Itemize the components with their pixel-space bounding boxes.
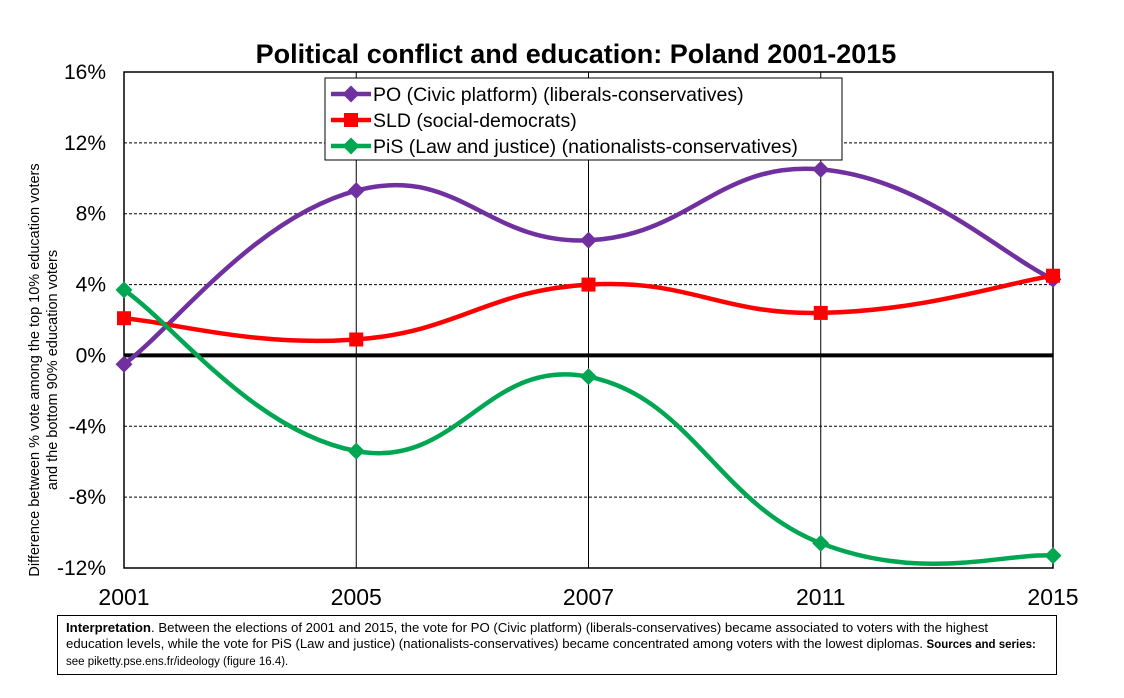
- x-tick-label: 2011: [796, 584, 845, 610]
- y-axis-label-line2: and the bottom 90% education voters: [45, 250, 61, 490]
- y-tick-label: -8%: [69, 486, 106, 509]
- y-axis-label-line1: Difference between % vote among the top …: [27, 163, 43, 576]
- y-tick-label: -12%: [57, 557, 106, 580]
- data-point-0: [347, 182, 365, 200]
- series: [115, 160, 1062, 566]
- chart-title: Political conflict and education: Poland…: [256, 39, 897, 69]
- sources-text: see piketty.pse.ens.fr/ideology (figure …: [66, 656, 289, 668]
- data-point-2: [580, 368, 597, 386]
- legend: PO (Civic platform) (liberals-conservati…: [324, 77, 843, 161]
- y-tick-label: 8%: [76, 203, 106, 226]
- legend-swatch-marker: [342, 137, 360, 155]
- x-tick-label: 2005: [331, 584, 382, 610]
- data-point-2: [1044, 547, 1062, 565]
- legend-label: PO (Civic platform) (liberals-conservati…: [373, 84, 744, 106]
- data-point-1: [813, 305, 828, 320]
- legend-swatch-marker: [344, 113, 358, 127]
- sources-label: Sources and series:: [926, 638, 1036, 651]
- data-point-0: [580, 231, 597, 249]
- axes: -12% -8% -4% 0% 4% 8% 12% 16% 2001 2005 2007 2011 20…: [57, 61, 1079, 610]
- data-point-0: [812, 160, 830, 178]
- data-point-1: [117, 311, 131, 326]
- data-point-1: [349, 332, 364, 347]
- interpretation-label: Interpretation: [66, 620, 151, 635]
- x-tick-label: 2015: [1027, 584, 1078, 610]
- y-tick-label: 12%: [64, 132, 106, 155]
- data-point-1: [1046, 268, 1060, 283]
- y-tick-label: 0%: [76, 344, 106, 367]
- legend-swatch-marker: [342, 85, 360, 103]
- legend-label: SLD (social-democrats): [373, 110, 577, 132]
- data-point-2: [812, 534, 830, 552]
- interpretation-box: Interpretation. Between the elections of…: [57, 615, 1057, 675]
- line-chart: Political conflict and education: Poland…: [27, 39, 1079, 610]
- legend-label: PiS (Law and justice) (nationalists-cons…: [373, 136, 798, 158]
- y-tick-label: 4%: [76, 274, 106, 297]
- x-tick-label: 2007: [563, 584, 614, 610]
- data-point-0: [115, 355, 133, 373]
- data-point-1: [581, 277, 596, 292]
- y-tick-label: -4%: [69, 415, 106, 438]
- data-point-2: [115, 281, 133, 299]
- interpretation-text: . Between the elections of 2001 and 2015…: [66, 620, 989, 651]
- x-tick-label: 2001: [98, 584, 149, 610]
- y-tick-label: 16%: [64, 61, 106, 84]
- legend-box: [324, 77, 843, 161]
- data-point-2: [347, 442, 365, 460]
